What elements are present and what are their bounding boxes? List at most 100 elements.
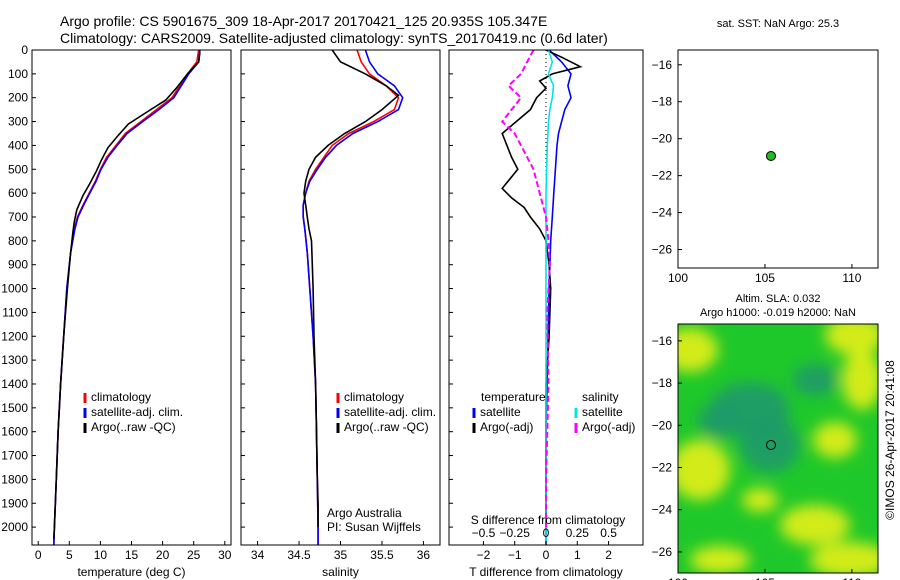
temperature-xtick-label: 0	[35, 548, 42, 562]
difference-series-line	[501, 50, 583, 528]
temperature-x-axis-label: temperature (deg C)	[77, 565, 185, 579]
sla-map-ytick-label: −18	[652, 376, 673, 390]
salinity-xtick-label: 35.5	[370, 548, 394, 562]
sla-field-blob	[813, 422, 857, 458]
temperature-xtick-label: 10	[94, 548, 108, 562]
temperature-xtick-label: 25	[187, 548, 201, 562]
sla-map-ytick-label: −22	[652, 460, 673, 474]
sla-map-ytick-label: −26	[652, 545, 673, 559]
temperature-xtick-label: 30	[218, 548, 232, 562]
sst-map-title: sat. SST: NaN Argo: 25.3	[717, 18, 839, 30]
salinity-xtick-label: 36	[417, 548, 431, 562]
temperature-ytick-label: 1900	[1, 496, 28, 510]
sla-map-xtick-label: 110	[842, 576, 861, 580]
temperature-ytick-label: 1800	[1, 472, 28, 486]
sla-map-ytick-label: −20	[652, 418, 673, 432]
sst-map-ytick-label: −16	[652, 58, 673, 72]
sla-map-xtick-label: 100	[668, 576, 688, 580]
salinity-legend-label: satellite-adj. clim.	[344, 405, 436, 419]
sla-field-blob	[740, 417, 800, 473]
difference-legend-heading: temperature	[481, 390, 546, 404]
temperature-series-line	[53, 50, 200, 545]
salinity-legend-label: climatology	[344, 390, 404, 404]
difference-xtick-label: −2	[477, 548, 491, 562]
salinity-axes-frame	[240, 49, 441, 546]
salinity-series-line	[303, 50, 400, 528]
sla-map-title-line1: Altim. SLA: 0.032	[736, 293, 821, 305]
sla-map-xtick-label: 105	[755, 576, 775, 580]
temperature-legend-label: satellite-adj. clim.	[91, 405, 183, 419]
figure-title-line1: Argo profile: CS 5901675_309 18-Apr-2017…	[60, 13, 547, 29]
salinity-annotation-institution: Argo Australia	[327, 506, 402, 520]
sla-field-blob	[780, 505, 850, 545]
temperature-ytick-label: 300	[8, 115, 28, 129]
temperature-ytick-label: 1300	[1, 353, 28, 367]
difference-x-axis-label: T difference from climatology	[469, 565, 623, 579]
difference-s-tick-label: 0	[543, 526, 550, 540]
sla-field-blob	[810, 542, 878, 573]
difference-s-tick-label: −0.5	[472, 526, 496, 540]
temperature-ytick-label: 0	[21, 43, 28, 57]
sla-field-blob	[678, 440, 730, 500]
sst-map-ytick-label: −22	[652, 169, 673, 183]
temperature-ytick-label: 2000	[1, 520, 28, 534]
difference-series-line	[500, 50, 551, 528]
sla-field-blob	[690, 546, 750, 573]
salinity-xtick-label: 34.5	[287, 548, 311, 562]
temperature-legend-label: climatology	[91, 390, 151, 404]
sla-map-axes-frame	[677, 323, 879, 574]
sla-field-blob	[825, 324, 878, 355]
sst-map-ytick-label: −20	[652, 132, 673, 146]
salinity-series-line	[302, 50, 404, 545]
salinity-annotation-pi: PI: Susan Wijffels	[327, 520, 421, 534]
sla-background	[678, 324, 878, 573]
temperature-ytick-label: 100	[8, 67, 28, 81]
sla-field-blob	[698, 402, 742, 438]
difference-xtick-label: 0	[543, 548, 550, 562]
temperature-legend-label: Argo(..raw -QC)	[91, 420, 176, 434]
sst-map-xtick-label: 100	[668, 271, 688, 285]
temperature-ytick-label: 400	[8, 138, 28, 152]
difference-legend-label: Argo(-adj)	[582, 420, 635, 434]
temperature-ytick-label: 800	[8, 234, 28, 248]
difference-legend-label: satellite	[582, 405, 623, 419]
temperature-series-line	[53, 52, 201, 540]
salinity-legend-label: Argo(..raw -QC)	[344, 420, 429, 434]
salinity-xtick-label: 34	[251, 548, 265, 562]
sla-map-title-line2: Argo h1000: -0.019 h2000: NaN	[700, 307, 856, 319]
difference-xtick-label: −1	[508, 548, 522, 562]
sla-map-argo-marker	[765, 440, 776, 451]
salinity-x-axis-label: salinity	[322, 565, 359, 579]
difference-legend-label: satellite	[480, 405, 521, 419]
temperature-axes-frame	[31, 49, 232, 546]
sst-map-argo-marker	[765, 150, 776, 161]
difference-s-axis-label: S difference from climatology	[471, 513, 626, 527]
temperature-ytick-label: 1000	[1, 282, 28, 296]
difference-s-tick-label: 0.5	[600, 526, 617, 540]
salinity-xtick-label: 35	[334, 548, 348, 562]
sla-field-blob	[842, 350, 878, 410]
sst-map-ytick-label: −18	[652, 95, 673, 109]
temperature-xtick-label: 20	[156, 548, 170, 562]
sla-map-ytick-label: −16	[652, 334, 673, 348]
temperature-ytick-label: 500	[8, 162, 28, 176]
temperature-ytick-label: 1200	[1, 329, 28, 343]
temperature-ytick-label: 1400	[1, 377, 28, 391]
temperature-xtick-label: 5	[66, 548, 73, 562]
temperature-series-line	[53, 50, 201, 545]
temperature-ytick-label: 1600	[1, 425, 28, 439]
difference-legend-label: Argo(-adj)	[480, 420, 533, 434]
sla-field-blob	[742, 488, 778, 512]
sst-map-ytick-label: −26	[652, 243, 673, 257]
difference-series-line	[545, 50, 555, 545]
sla-field-blob	[793, 364, 837, 396]
sst-map-xtick-label: 105	[755, 271, 775, 285]
sst-map-axes-frame	[677, 49, 879, 269]
temperature-ytick-label: 700	[8, 210, 28, 224]
difference-s-tick-label: 0.25	[566, 526, 590, 540]
temperature-ytick-label: 900	[8, 258, 28, 272]
temperature-ytick-label: 1500	[1, 401, 28, 415]
difference-legend-heading: salinity	[582, 390, 619, 404]
difference-s-tick-label: −0.25	[500, 526, 531, 540]
